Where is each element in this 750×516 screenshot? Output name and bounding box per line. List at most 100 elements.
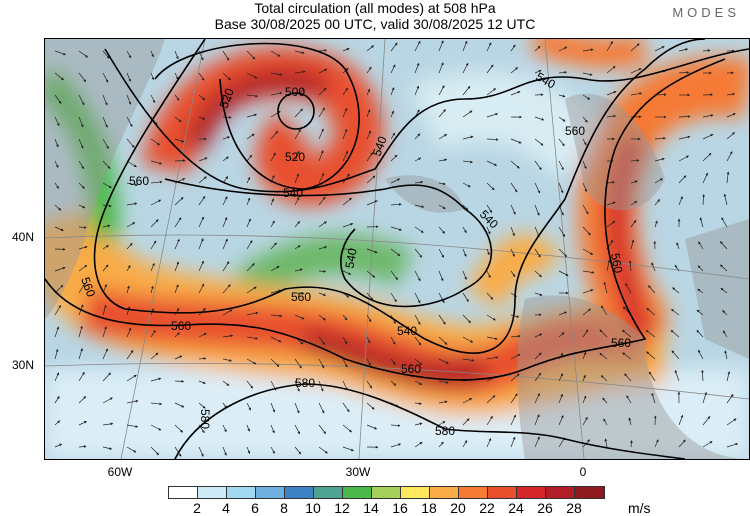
wind-arrow bbox=[582, 160, 587, 170]
wind-arrow bbox=[654, 178, 663, 184]
wind-arrow bbox=[150, 402, 163, 406]
wind-arrow bbox=[582, 94, 591, 100]
wind-arrow bbox=[674, 369, 680, 382]
contour-560-a bbox=[93, 39, 706, 354]
wind-arrow bbox=[702, 415, 711, 426]
wind-arrow bbox=[558, 393, 563, 404]
svg-text:560: 560 bbox=[129, 174, 149, 188]
wind-arrow bbox=[222, 156, 229, 162]
wind-arrow bbox=[486, 415, 493, 426]
wind-arrow bbox=[510, 414, 516, 426]
wind-arrow bbox=[462, 398, 473, 404]
wind-arrow bbox=[318, 336, 326, 345]
wind-arrow bbox=[222, 284, 231, 294]
wind-arrow bbox=[174, 332, 180, 338]
wind-arrow bbox=[78, 283, 85, 294]
wind-arrow bbox=[342, 87, 348, 96]
wind-arrow bbox=[558, 94, 566, 98]
wind-arrow bbox=[102, 397, 113, 404]
map-subtitle: Base 30/08/2025 00 UTC, valid 30/08/2025… bbox=[214, 16, 536, 32]
wind-arrow bbox=[150, 160, 163, 165]
wind-arrow bbox=[150, 72, 155, 81]
wind-arrow bbox=[486, 336, 498, 341]
wind-arrow bbox=[102, 304, 107, 316]
wind-arrow bbox=[558, 311, 568, 316]
wind-arrow bbox=[486, 160, 498, 166]
wind-arrow bbox=[246, 218, 251, 228]
wind-arrow bbox=[54, 304, 61, 316]
wind-arrow bbox=[438, 358, 449, 364]
wind-arrow bbox=[78, 445, 87, 448]
wind-arrow bbox=[222, 261, 230, 272]
wind-arrow bbox=[654, 157, 665, 162]
wind-arrow bbox=[318, 314, 326, 321]
wind-arrow bbox=[318, 172, 325, 184]
wind-arrow bbox=[174, 446, 182, 457]
wind-arrow bbox=[102, 50, 110, 59]
svg-text:520: 520 bbox=[217, 86, 237, 110]
wind-arrow bbox=[486, 64, 494, 74]
wind-arrow bbox=[726, 394, 734, 404]
wind-arrow bbox=[630, 92, 643, 96]
wind-arrow bbox=[534, 138, 544, 146]
wind-arrow bbox=[648, 285, 656, 294]
wind-arrow bbox=[696, 309, 704, 316]
wind-arrow bbox=[318, 446, 328, 454]
wind-arrow bbox=[630, 200, 638, 206]
colorbar bbox=[168, 486, 605, 499]
wind-arrow bbox=[342, 107, 348, 118]
svg-text:540: 540 bbox=[397, 324, 417, 338]
wind-arrow bbox=[222, 380, 230, 386]
wind-arrow bbox=[462, 439, 468, 448]
wind-arrow bbox=[174, 355, 183, 360]
wind-arrow bbox=[510, 373, 520, 382]
wind-arrow bbox=[510, 204, 516, 215]
wind-arrow bbox=[486, 395, 496, 404]
wind-arrow bbox=[486, 226, 491, 235]
wind-arrow bbox=[438, 109, 446, 118]
wind-arrow bbox=[462, 292, 469, 302]
wind-arrow bbox=[722, 309, 728, 316]
wind-arrow bbox=[486, 292, 494, 300]
wind-arrow bbox=[510, 334, 521, 338]
lon-label-60w: 60W bbox=[107, 465, 133, 479]
wind-arrow bbox=[534, 372, 542, 382]
wind-arrow bbox=[294, 245, 301, 250]
wind-arrow bbox=[558, 270, 569, 276]
wind-arrow bbox=[198, 238, 204, 250]
wind-arrow bbox=[342, 270, 352, 275]
svg-text:580: 580 bbox=[198, 409, 212, 429]
svg-text:560: 560 bbox=[608, 252, 625, 274]
wind-arrow bbox=[78, 94, 85, 106]
wind-arrow bbox=[54, 138, 59, 148]
wind-arrow bbox=[414, 441, 423, 448]
wind-arrow bbox=[174, 238, 180, 250]
wind-arrow bbox=[486, 42, 492, 52]
wind-arrow bbox=[462, 182, 471, 188]
wind-arrow bbox=[390, 248, 401, 257]
colorbar-swatch bbox=[488, 487, 517, 498]
wind-arrow bbox=[78, 421, 88, 426]
wind-arrow bbox=[702, 441, 713, 448]
wind-arrow bbox=[174, 197, 184, 206]
wind-arrow bbox=[198, 116, 206, 120]
colorbar-tick: 20 bbox=[450, 500, 466, 516]
wind-arrow bbox=[174, 94, 180, 101]
colorbar-swatch bbox=[546, 487, 575, 498]
wind-arrow bbox=[558, 138, 565, 147]
wind-arrow bbox=[674, 264, 680, 272]
wind-arrow bbox=[510, 160, 520, 169]
wind-arrow bbox=[606, 40, 613, 52]
wind-arrow bbox=[604, 438, 608, 448]
wind-arrow bbox=[719, 241, 728, 250]
wind-arrow bbox=[198, 357, 207, 360]
lat-label-30n: 30N bbox=[12, 358, 35, 372]
wind-arrow bbox=[510, 226, 515, 237]
wind-arrow bbox=[626, 395, 632, 404]
wind-arrow bbox=[697, 288, 704, 294]
colorbar-swatch bbox=[401, 487, 430, 498]
wind-arrow bbox=[54, 443, 63, 448]
wind-arrow bbox=[246, 402, 251, 411]
wind-arrow bbox=[294, 402, 300, 414]
wind-arrow bbox=[174, 50, 179, 60]
